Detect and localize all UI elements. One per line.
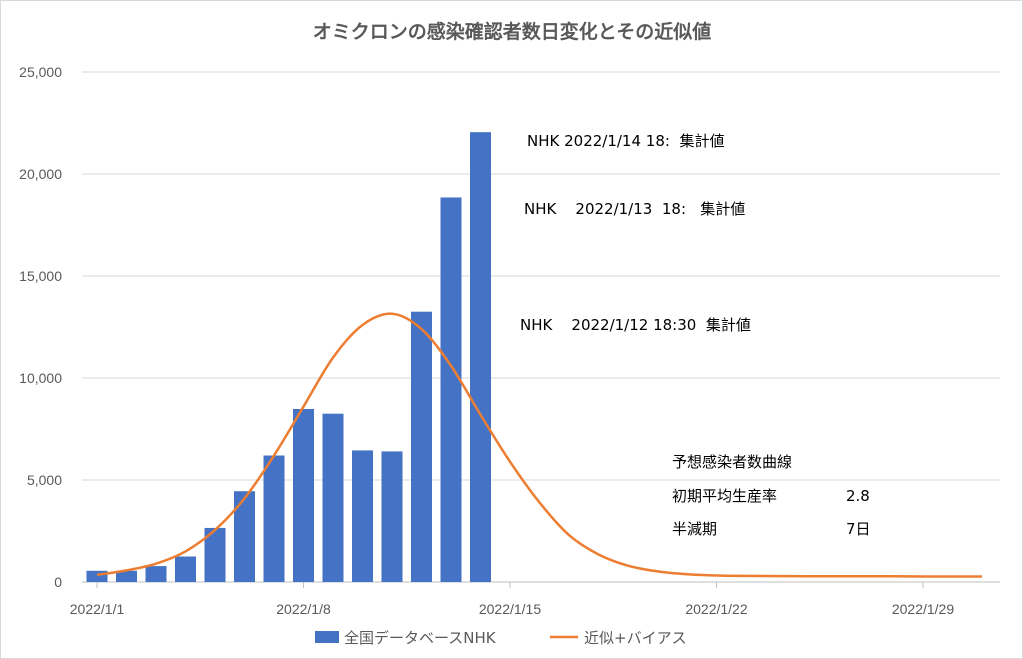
legend-swatch-bars	[315, 631, 339, 643]
param-label-growth: 初期平均生産率	[672, 487, 777, 505]
x-axis-ticks: 2022/1/1 2022/1/8 2022/1/15 2022/1/22 2022/1…	[70, 582, 954, 617]
bar	[145, 566, 167, 582]
bar	[381, 451, 403, 582]
bar	[352, 450, 373, 582]
bar-series	[86, 132, 491, 582]
bar	[86, 570, 108, 582]
annotation-jan13: NHK 2022/1/13 18: 集計値	[524, 200, 745, 218]
bar	[204, 527, 226, 582]
bar	[470, 132, 491, 582]
x-tick-label: 2022/1/8	[276, 601, 331, 617]
bar	[234, 491, 255, 582]
legend-label-bars: 全国データベースNHK	[344, 629, 497, 647]
annotation-jan12: NHK 2022/1/12 18:30 集計値	[520, 316, 751, 334]
bar	[116, 570, 137, 582]
param-label-halflife: 半減期	[672, 520, 717, 538]
fit-curve	[96, 312, 982, 578]
line-series	[96, 312, 982, 578]
annotation-jan14: NHK 2022/1/14 18: 集計値	[527, 132, 724, 150]
chart-title: オミクロンの感染確認者数日変化とその近似値	[313, 20, 711, 43]
param-value-growth: 2.8	[846, 487, 870, 505]
bar	[175, 556, 196, 582]
legend: 全国データベースNHK 近似+バイアス	[315, 629, 687, 647]
x-tick-label: 2022/1/22	[685, 601, 747, 617]
y-tick-label: 5,000	[27, 472, 62, 488]
y-tick-label: 10,000	[19, 370, 62, 386]
y-axis-ticks: 0 5,000 10,000 15,000 20,000 25,000	[19, 64, 62, 590]
x-tick-label: 2022/1/1	[70, 601, 125, 617]
params-heading: 予想感染者数曲線	[672, 453, 792, 471]
y-tick-label: 20,000	[19, 166, 62, 182]
bar	[293, 409, 314, 582]
x-tick-label: 2022/1/29	[892, 601, 954, 617]
gridlines	[82, 71, 1000, 583]
y-tick-label: 25,000	[19, 64, 62, 80]
y-tick-label: 0	[54, 574, 62, 590]
bar	[411, 311, 432, 582]
param-value-halflife: 7日	[846, 520, 871, 538]
y-tick-label: 15,000	[19, 268, 62, 284]
legend-label-line: 近似+バイアス	[584, 629, 687, 647]
x-tick-label: 2022/1/15	[479, 601, 541, 617]
bar	[322, 413, 344, 582]
bar	[263, 455, 285, 582]
bar	[440, 197, 462, 582]
